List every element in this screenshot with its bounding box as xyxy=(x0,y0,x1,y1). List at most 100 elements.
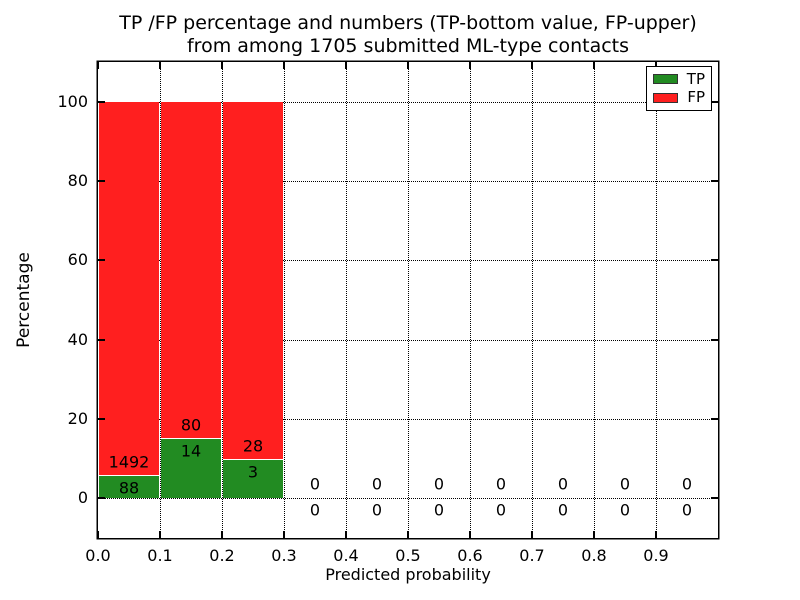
y-tick-right xyxy=(711,418,718,420)
x-tick-top xyxy=(469,62,471,69)
x-tick xyxy=(283,531,285,538)
gridline-x xyxy=(594,62,595,538)
x-tick-top xyxy=(97,62,99,69)
x-tick-label: 0.6 xyxy=(457,546,483,565)
legend: TP FP xyxy=(646,66,712,111)
tp-count-label: 0 xyxy=(681,500,693,520)
y-tick xyxy=(98,497,105,500)
fp-count-label: 1492 xyxy=(108,452,150,472)
y-tick-label: 20 xyxy=(67,409,88,428)
y-tick-label: 0 xyxy=(77,488,88,508)
y-tick-right xyxy=(711,497,718,500)
x-tick-label: 0.8 xyxy=(581,546,607,565)
chart-title-line-1: TP /FP percentage and numbers (TP-bottom… xyxy=(119,12,697,34)
x-tick xyxy=(531,531,533,538)
x-tick-top xyxy=(159,62,161,69)
x-tick xyxy=(345,531,347,538)
x-tick-top xyxy=(655,62,657,69)
tp-count-label: 0 xyxy=(433,500,445,520)
fp-count-label: 0 xyxy=(681,474,693,494)
tp-count-label: 0 xyxy=(309,500,321,520)
y-tick xyxy=(98,100,105,103)
gridline-x xyxy=(532,62,533,538)
gridline-y xyxy=(98,101,718,103)
gridline-x xyxy=(656,62,657,538)
x-tick-label: 0.9 xyxy=(643,546,669,565)
x-tick-label: 0.3 xyxy=(271,546,297,565)
x-tick-label: 0.2 xyxy=(209,546,235,565)
gridline-y xyxy=(98,498,718,500)
legend-item-fp: FP xyxy=(653,90,705,105)
gridline-x xyxy=(470,62,471,538)
fp-bar-segment xyxy=(99,101,159,476)
tp-count-label: 0 xyxy=(619,500,631,520)
gridline-x xyxy=(160,62,161,538)
tp-count-label: 0 xyxy=(557,500,569,520)
gridline-x xyxy=(408,62,409,538)
gridline-y xyxy=(98,260,718,262)
x-tick xyxy=(655,531,657,538)
x-tick-label: 0.1 xyxy=(147,546,173,565)
x-tick-label: 0.4 xyxy=(333,546,359,565)
gridline-y xyxy=(98,419,718,420)
chart-title: TP /FP percentage and numbers (TP-bottom… xyxy=(98,12,718,57)
tp-legend-label: TP xyxy=(686,69,705,88)
y-tick-label: 80 xyxy=(67,171,88,190)
y-tick xyxy=(98,259,105,262)
legend-item-tp: TP xyxy=(653,69,705,88)
x-tick xyxy=(97,531,99,538)
y-tick-right xyxy=(711,180,718,182)
tp-count-label: 0 xyxy=(371,500,383,520)
plot-area: 0.0 0.1 0.2 0.3 0.4 0.5 0.6 0.7 0.8 0.9 0 20 40 60 80 1… xyxy=(57,62,718,565)
x-tick-label: 0.5 xyxy=(395,546,421,565)
fp-count-label: 0 xyxy=(371,474,383,494)
y-tick xyxy=(98,180,105,182)
chart-title-line-2: from among 1705 submitted ML-type contac… xyxy=(186,34,630,57)
gridline-x xyxy=(346,62,347,538)
x-tick-top xyxy=(221,62,223,69)
x-tick-top xyxy=(593,62,595,69)
gridline-y xyxy=(98,339,718,341)
tp-legend-swatch xyxy=(653,74,678,85)
tp-count-label: 88 xyxy=(118,478,140,498)
fp-legend-swatch xyxy=(653,92,679,103)
tp-count-label: 0 xyxy=(495,500,507,520)
fp-count-label: 0 xyxy=(557,474,569,494)
y-tick xyxy=(98,338,105,341)
y-tick xyxy=(98,418,105,420)
x-tick-label: 0.7 xyxy=(519,546,545,565)
y-tick-right xyxy=(711,338,718,341)
fp-legend-label: FP xyxy=(687,88,705,107)
x-tick xyxy=(159,531,161,538)
tp-count-label: 14 xyxy=(180,441,202,461)
x-tick-label: 0.0 xyxy=(85,546,111,565)
gridline-y xyxy=(98,181,718,182)
tp-bar-segment xyxy=(223,459,283,499)
fp-count-label: 0 xyxy=(495,474,507,494)
tp-bar-segment xyxy=(161,439,221,499)
y-tick-right xyxy=(711,100,718,103)
x-tick-top xyxy=(407,62,409,69)
fp-bar-segment xyxy=(223,101,283,459)
fp-count-label: 80 xyxy=(180,415,202,435)
fp-count-label: 0 xyxy=(433,474,445,494)
x-tick-top xyxy=(531,62,533,69)
x-tick xyxy=(407,531,409,538)
fp-count-label: 28 xyxy=(242,436,264,456)
gridline-x xyxy=(222,62,223,538)
y-tick-label: 100 xyxy=(57,91,88,111)
x-tick-top xyxy=(283,62,285,69)
x-tick xyxy=(221,531,223,538)
x-axis-label: Predicted probability xyxy=(325,565,491,584)
fp-count-label: 0 xyxy=(309,474,321,494)
gridline-x xyxy=(284,62,285,538)
y-tick-right xyxy=(711,259,718,262)
fp-bar-segment xyxy=(161,101,221,439)
x-tick xyxy=(469,531,471,538)
y-axis-label: Percentage xyxy=(14,252,34,348)
y-tick-label: 40 xyxy=(67,329,88,349)
x-tick-top xyxy=(345,62,347,69)
y-tick-label: 60 xyxy=(67,250,88,270)
tp-bar-segment xyxy=(99,476,159,499)
